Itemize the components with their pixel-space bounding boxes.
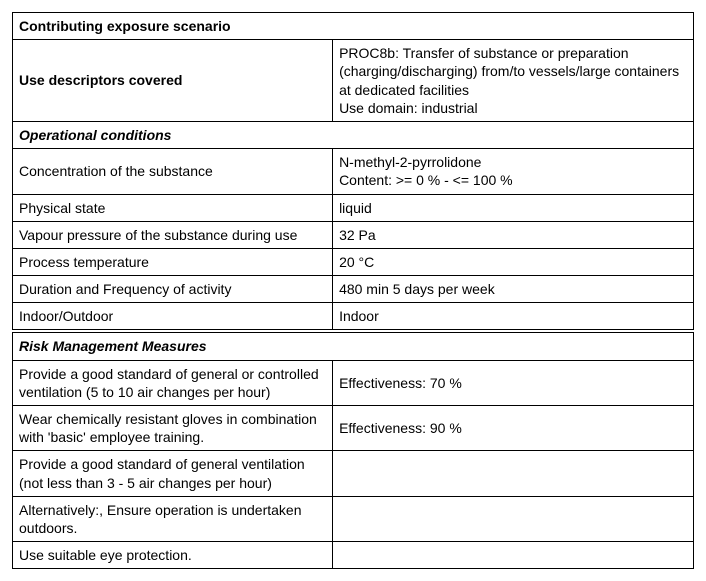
rmm-label: Wear chemically resistant gloves in comb…	[13, 406, 333, 451]
op-value: liquid	[333, 194, 694, 221]
section2-title: Operational conditions	[13, 121, 694, 148]
table-row: Physical state liquid	[13, 194, 694, 221]
table-row: Indoor/Outdoor Indoor	[13, 303, 694, 330]
use-descriptors-value: PROC8b: Transfer of substance or prepara…	[333, 40, 694, 122]
table-row: Alternatively:, Ensure operation is unde…	[13, 496, 694, 541]
use-descriptors-label: Use descriptors covered	[13, 40, 333, 122]
table-row: Provide a good standard of general venti…	[13, 451, 694, 496]
rmm-value	[333, 542, 694, 569]
table-row: Concentration of the substance N-methyl-…	[13, 149, 694, 194]
table-row: Vapour pressure of the substance during …	[13, 221, 694, 248]
table-row: Wear chemically resistant gloves in comb…	[13, 406, 694, 451]
op-label: Concentration of the substance	[13, 149, 333, 194]
rmm-label: Provide a good standard of general venti…	[13, 451, 333, 496]
section-contributing-exposure: Contributing exposure scenario Use descr…	[12, 12, 694, 122]
op-label: Duration and Frequency of activity	[13, 276, 333, 303]
op-value: N-methyl-2-pyrrolidoneContent: >= 0 % - …	[333, 149, 694, 194]
section1-title: Contributing exposure scenario	[13, 13, 694, 40]
section-risk-management: Risk Management Measures Provide a good …	[12, 332, 694, 569]
rmm-value: Effectiveness: 90 %	[333, 406, 694, 451]
table-row: Use suitable eye protection.	[13, 542, 694, 569]
op-label: Vapour pressure of the substance during …	[13, 221, 333, 248]
rmm-label: Alternatively:, Ensure operation is unde…	[13, 496, 333, 541]
table-row: Duration and Frequency of activity 480 m…	[13, 276, 694, 303]
table-row: Provide a good standard of general or co…	[13, 360, 694, 405]
op-value: 20 °C	[333, 248, 694, 275]
op-value: Indoor	[333, 303, 694, 330]
section-operational-conditions: Operational conditions Concentration of …	[12, 121, 694, 331]
rmm-value: Effectiveness: 70 %	[333, 360, 694, 405]
rmm-value	[333, 451, 694, 496]
op-label: Process temperature	[13, 248, 333, 275]
op-label: Physical state	[13, 194, 333, 221]
rmm-label: Provide a good standard of general or co…	[13, 360, 333, 405]
rmm-value	[333, 496, 694, 541]
section3-title: Risk Management Measures	[13, 333, 694, 360]
op-value: 32 Pa	[333, 221, 694, 248]
op-value: 480 min 5 days per week	[333, 276, 694, 303]
rmm-label: Use suitable eye protection.	[13, 542, 333, 569]
table-row: Process temperature 20 °C	[13, 248, 694, 275]
op-label: Indoor/Outdoor	[13, 303, 333, 330]
